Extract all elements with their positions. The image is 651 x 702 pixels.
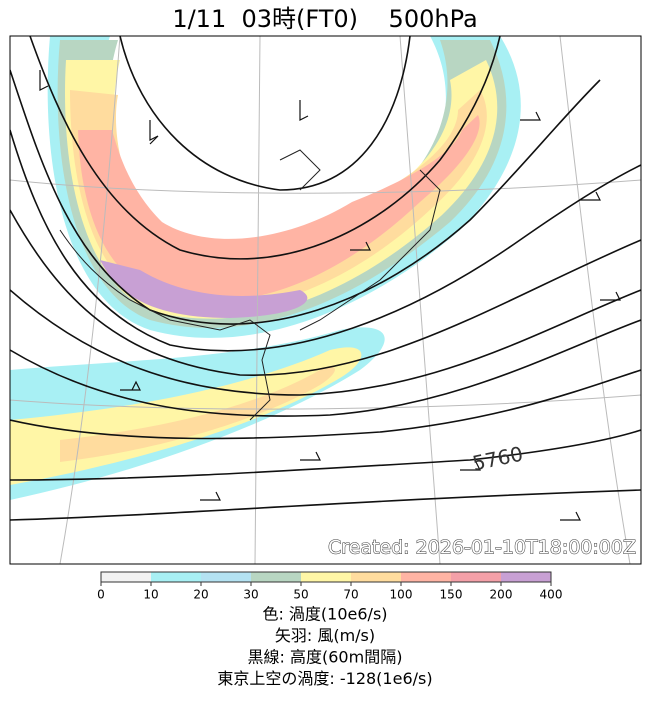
colorbar-tick-label: 30 <box>243 588 258 602</box>
color-segment <box>301 572 351 582</box>
legend-line: 矢羽: 風(m/s) <box>275 626 375 645</box>
colorbar-tick-label: 50 <box>293 588 308 602</box>
color-segment <box>251 572 301 582</box>
colorbar-tick-label: 400 <box>540 588 563 602</box>
colorbar-tick-label: 200 <box>490 588 513 602</box>
colorbar: 0 10 20 30 50 70 100 150 200 400 <box>97 571 563 602</box>
colorbar-tick-label: 0 <box>97 588 105 602</box>
color-segment <box>151 572 201 582</box>
created-stamp: Created: 2026-01-10T18:00:00Z <box>328 537 636 559</box>
legend-line: 色: 渦度(10e6/s) <box>262 605 387 624</box>
colorbar-tick-label: 70 <box>343 588 358 602</box>
colorbar-tick-label: 100 <box>390 588 413 602</box>
legend: 色: 渦度(10e6/s) 矢羽: 風(m/s) 黒線: 高度(60m間隔) 東京上空… <box>217 605 432 689</box>
color-segment <box>451 572 501 582</box>
map: 5760 Created: 2026-01-10T18:00:00Z <box>9 35 642 565</box>
color-segment <box>501 572 551 582</box>
color-segment <box>101 572 151 582</box>
color-segment <box>201 572 251 582</box>
color-segment <box>351 572 401 582</box>
legend-line: 東京上空の渦度: -128(1e6/s) <box>217 669 432 688</box>
title: 1/11 03時(FT0) 500hPa <box>172 5 477 33</box>
colorbar-frame <box>100 571 552 583</box>
color-segment <box>401 572 451 582</box>
colorbar-tick-label: 20 <box>193 588 208 602</box>
legend-line: 黒線: 高度(60m間隔) <box>248 648 403 667</box>
colorbar-tick-label: 150 <box>440 588 463 602</box>
colorbar-tick-label: 10 <box>143 588 158 602</box>
